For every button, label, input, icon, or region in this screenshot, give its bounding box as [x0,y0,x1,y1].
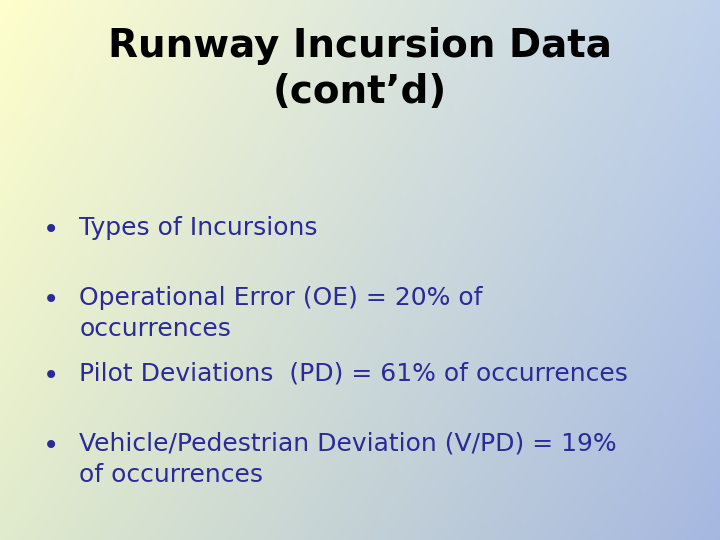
Text: •: • [43,432,60,460]
Text: Runway Incursion Data
(cont’d): Runway Incursion Data (cont’d) [108,27,612,111]
Text: •: • [43,362,60,390]
Text: Types of Incursions: Types of Incursions [79,216,318,240]
Text: •: • [43,286,60,314]
Text: •: • [43,216,60,244]
Text: Operational Error (OE) = 20% of
occurrences: Operational Error (OE) = 20% of occurren… [79,286,482,341]
Text: Pilot Deviations  (PD) = 61% of occurrences: Pilot Deviations (PD) = 61% of occurrenc… [79,362,628,386]
Text: Vehicle/Pedestrian Deviation (V/PD) = 19%
of occurrences: Vehicle/Pedestrian Deviation (V/PD) = 19… [79,432,617,487]
